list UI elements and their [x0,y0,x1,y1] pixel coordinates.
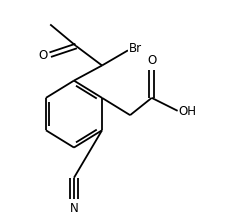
Text: O: O [38,49,47,62]
Text: O: O [147,54,156,66]
Text: Br: Br [128,42,142,55]
Text: OH: OH [178,106,196,118]
Text: N: N [69,201,78,215]
